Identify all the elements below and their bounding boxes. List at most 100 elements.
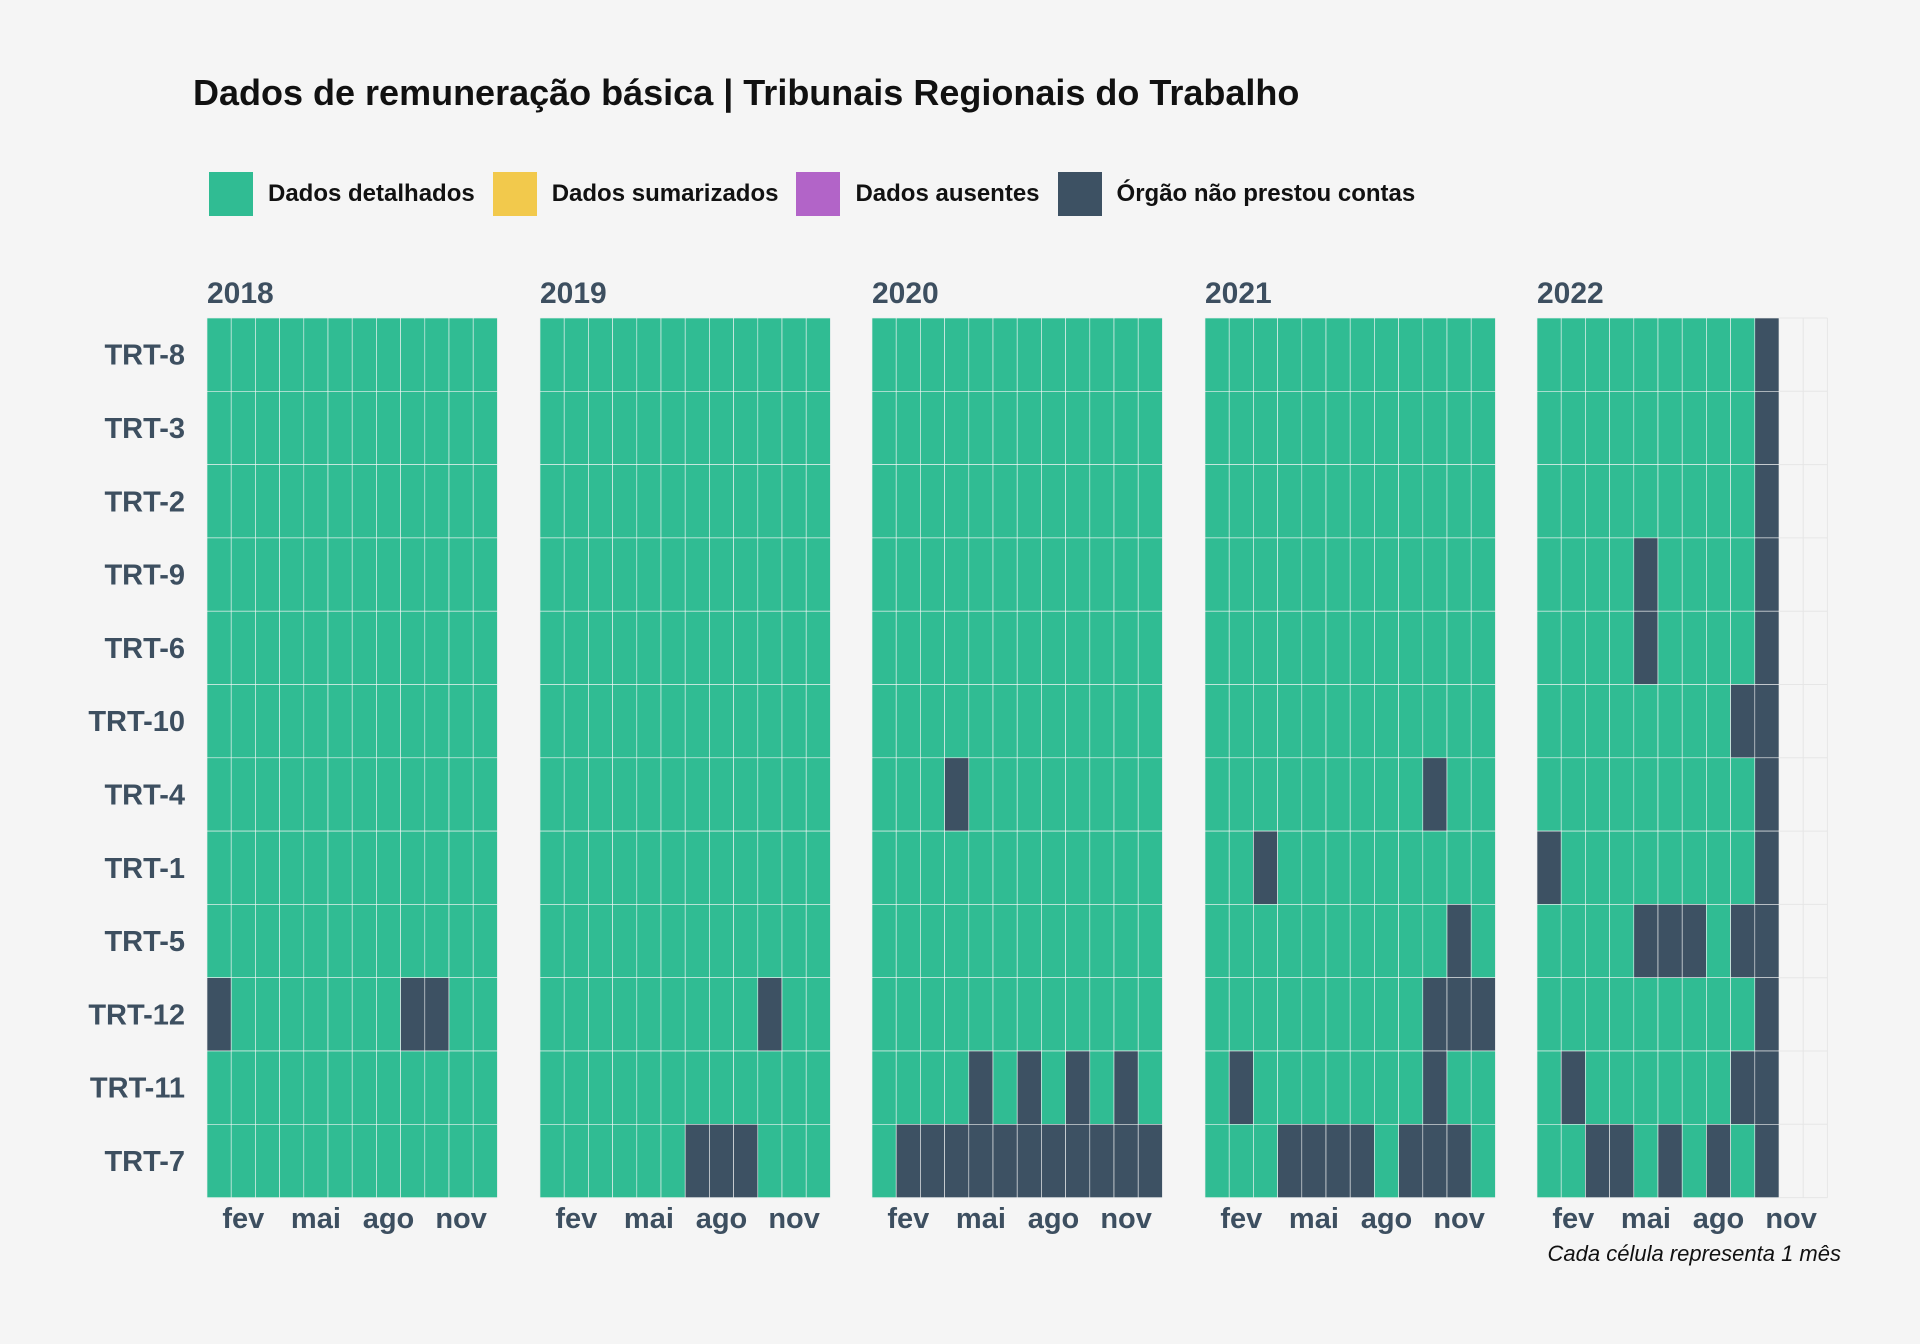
heatmap-cell [1277,904,1303,979]
heatmap-cell [1585,610,1610,685]
heatmap-cell [709,830,734,905]
heatmap-cell [1325,464,1351,539]
heatmap-cell [1560,1124,1586,1198]
heatmap-cell [1398,464,1424,539]
heatmap-cell [1301,977,1327,1052]
heatmap-cell [733,684,759,759]
heatmap-cell [757,610,783,685]
heatmap-cell [992,537,1018,612]
heatmap-cell [781,390,807,465]
heatmap-cell [588,904,613,979]
heatmap-cell [944,977,970,1052]
heatmap-cell [206,977,232,1052]
heatmap-cell [303,317,329,392]
heatmap-cell [1446,830,1472,905]
heatmap-cell [1113,317,1139,392]
heatmap-cell [588,390,613,465]
heatmap-cell [709,464,734,539]
heatmap-cell [448,317,474,392]
heatmap-cell [1633,464,1659,539]
heatmap-cell [1446,757,1472,832]
heatmap-cell [1253,317,1278,392]
heatmap-cell [895,464,921,539]
heatmap-cell [1730,390,1756,465]
heatmap-cell [1204,610,1230,685]
heatmap-cell [539,977,565,1052]
heatmap-cell [1446,464,1472,539]
heatmap-cell [279,317,305,392]
heatmap-cell [805,904,831,979]
heatmap-cell [472,464,498,539]
heatmap-cell [781,537,807,612]
heatmap-cell [1633,537,1659,612]
heatmap-cell [1657,757,1683,832]
heatmap-cell [757,464,783,539]
heatmap-cell [895,977,921,1052]
heatmap-cell [1325,757,1351,832]
heatmap-cell [400,537,426,612]
heatmap-cell [1228,1124,1254,1198]
heatmap-cell [279,610,305,685]
heatmap-cell [944,390,970,465]
heatmap-cell [376,1124,401,1198]
heatmap-cell [781,464,807,539]
heatmap-cell [1016,390,1042,465]
heatmap-cell [636,757,662,832]
heatmap-cell [660,390,686,465]
heatmap-cell [660,464,686,539]
heatmap-cell [376,1050,401,1125]
heatmap-cell [895,537,921,612]
heatmap-cell [1633,610,1659,685]
heatmap-cell [1113,904,1139,979]
heatmap-cell [871,1124,897,1198]
heatmap-cell [660,830,686,905]
heatmap-cell [424,610,450,685]
year-label: 2022 [1537,277,1604,310]
heatmap-cell [1113,757,1139,832]
heatmap-cell [1657,684,1683,759]
heatmap-cell [1204,684,1230,759]
heatmap-cell [660,977,686,1052]
heatmap-cell [1016,610,1042,685]
heatmap-cell [1398,390,1424,465]
heatmap-cell [1325,1050,1351,1125]
heatmap-cell [992,684,1018,759]
heatmap-cell [612,1050,638,1125]
heatmap-cell [588,537,613,612]
heatmap-cell [1374,464,1399,539]
heatmap-cell [351,1050,377,1125]
heatmap-cell [1277,610,1303,685]
heatmap-cell [781,977,807,1052]
heatmap-cell [920,830,945,905]
heatmap-cell [230,977,256,1052]
legend-label: Órgão não prestou contas [1116,180,1416,207]
heatmap-cell [757,1050,783,1125]
heatmap-cell [472,390,498,465]
heatmap-cell [1754,684,1780,759]
heatmap-cell [920,1050,945,1125]
heatmap-cell [733,317,759,392]
heatmap-cell [1657,390,1683,465]
heatmap-cell [1089,904,1115,979]
heatmap-cell [448,684,474,759]
heatmap-cell [255,464,280,539]
heatmap-cell [871,977,897,1052]
month-tick-label: ago [696,1203,748,1235]
heatmap-cell [1446,317,1472,392]
legend-item: Dados sumarizados [492,172,778,216]
heatmap-cell [1536,537,1562,612]
heatmap-cell [968,537,994,612]
heatmap-cell [1446,537,1472,612]
heatmap-cell [1585,830,1610,905]
heatmap-cell [920,464,945,539]
heatmap-cell [351,757,377,832]
row-label: TRT-9 [104,560,185,592]
heatmap-cell [895,1050,921,1125]
heatmap-cell [1398,904,1424,979]
heatmap-cell [400,317,426,392]
heatmap-cell [1730,977,1756,1052]
heatmap-cell [1113,1124,1139,1198]
legend-item: Órgão não prestou contas [1057,172,1416,216]
heatmap-cell [1446,1124,1472,1198]
heatmap-cell [472,1124,498,1198]
